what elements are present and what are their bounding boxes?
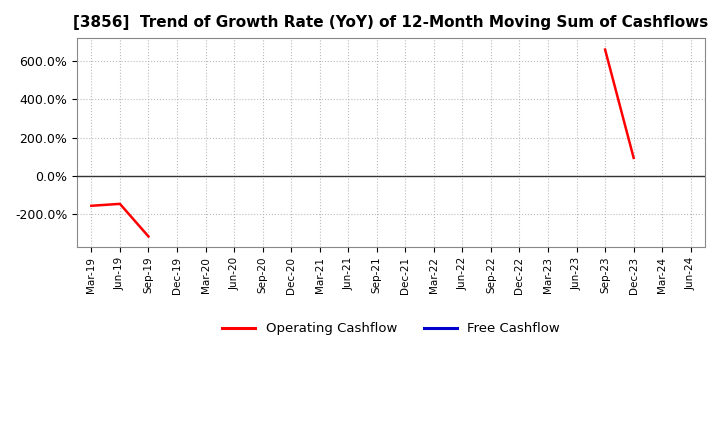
Title: [3856]  Trend of Growth Rate (YoY) of 12-Month Moving Sum of Cashflows: [3856] Trend of Growth Rate (YoY) of 12-… (73, 15, 708, 30)
Legend: Operating Cashflow, Free Cashflow: Operating Cashflow, Free Cashflow (217, 317, 565, 341)
